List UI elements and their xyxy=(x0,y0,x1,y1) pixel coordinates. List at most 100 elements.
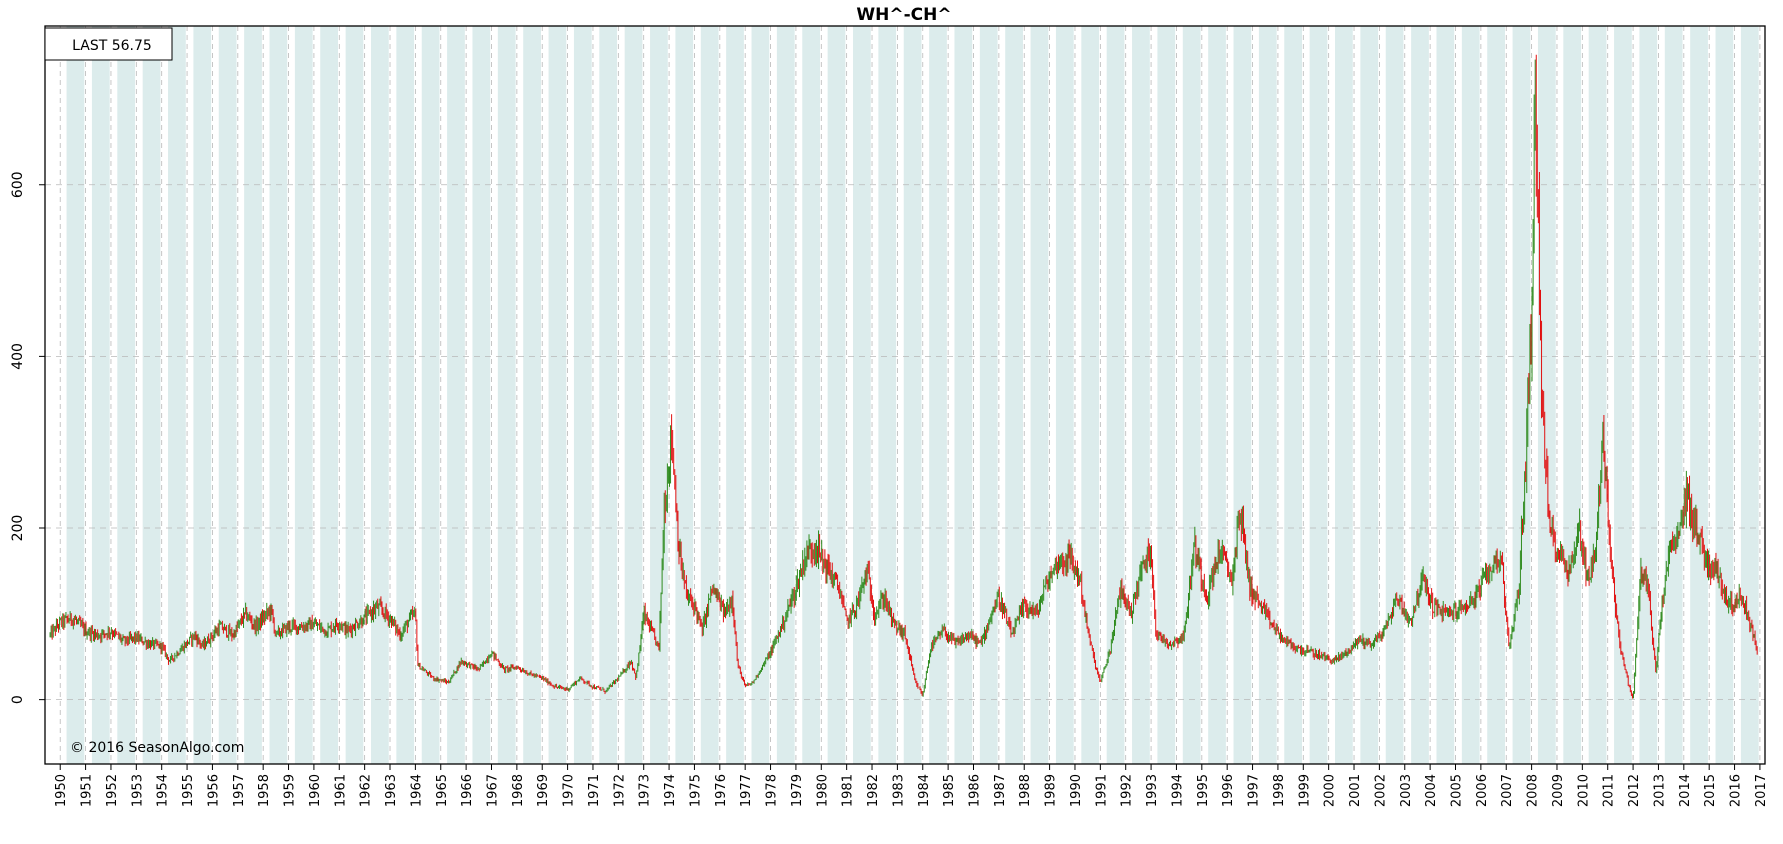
season-band xyxy=(1182,26,1201,764)
plot-frame xyxy=(44,25,1766,765)
season-band xyxy=(650,26,668,764)
x-tick-label: 1989 xyxy=(1044,774,1059,807)
x-tick-label: 1974 xyxy=(663,774,678,807)
x-tick-label: 1962 xyxy=(359,774,374,807)
season-band xyxy=(1081,26,1100,764)
season-band xyxy=(1335,26,1353,764)
price-bars xyxy=(49,54,1758,699)
x-tick-label: 1963 xyxy=(384,774,399,807)
season-band xyxy=(1005,26,1023,764)
x-tick-label: 2008 xyxy=(1526,774,1541,807)
x-tick-label: 1954 xyxy=(156,774,171,807)
season-band xyxy=(244,26,262,764)
season-band xyxy=(675,26,694,764)
season-band xyxy=(1258,26,1277,764)
season-band xyxy=(320,26,339,764)
x-tick-label: 1998 xyxy=(1272,774,1287,807)
x-tick-label: 1968 xyxy=(511,774,526,807)
season-band xyxy=(193,26,212,764)
season-band xyxy=(1487,26,1505,764)
x-tick-label: 2011 xyxy=(1602,774,1617,807)
season-band xyxy=(802,26,821,764)
x-tick-label: 1961 xyxy=(333,774,348,807)
x-tick-label: 1991 xyxy=(1094,774,1109,807)
x-tick-label: 2005 xyxy=(1450,774,1465,807)
x-tick-label: 1992 xyxy=(1120,774,1135,807)
x-tick-label: 1952 xyxy=(105,774,120,807)
x-tick-label: 1996 xyxy=(1221,774,1236,807)
season-band xyxy=(370,26,389,764)
season-band xyxy=(168,26,186,764)
copyright-text: © 2016 SeasonAlgo.com xyxy=(70,740,244,756)
x-tick-label: 1994 xyxy=(1170,774,1185,807)
season-band xyxy=(1284,26,1303,764)
x-tick-label: 2001 xyxy=(1348,774,1363,807)
y-axis: 0 200 400 600 xyxy=(10,171,45,704)
x-tick-label: 1983 xyxy=(891,774,906,807)
season-band xyxy=(345,26,364,764)
season-band xyxy=(548,26,567,764)
x-tick-label: 2012 xyxy=(1627,774,1642,807)
season-band xyxy=(929,26,947,764)
season-band xyxy=(472,26,491,764)
x-tick-label: 1993 xyxy=(1145,774,1160,807)
x-tick-label: 1978 xyxy=(765,774,780,807)
x-tick-label: 1984 xyxy=(917,774,932,807)
season-band xyxy=(954,26,973,764)
season-band xyxy=(726,26,744,764)
x-tick-label: 1975 xyxy=(688,774,703,807)
x-tick-label: 1972 xyxy=(612,774,627,807)
x-tick-label: 1980 xyxy=(815,774,830,807)
x-tick-label: 1988 xyxy=(1018,774,1033,807)
season-band xyxy=(497,26,516,764)
x-tick-label: 1987 xyxy=(993,774,1008,807)
season-band xyxy=(1385,26,1404,764)
season-band xyxy=(1208,26,1226,764)
season-band xyxy=(1157,26,1176,764)
x-tick-label: 2003 xyxy=(1399,774,1414,807)
x-tick-label: 2009 xyxy=(1551,774,1566,807)
x-tick-label: 2002 xyxy=(1373,774,1388,807)
x-tick-label: 2006 xyxy=(1475,774,1490,807)
x-tick-label: 2016 xyxy=(1729,774,1744,807)
season-band xyxy=(117,26,136,764)
season-band xyxy=(1537,26,1556,764)
season-band xyxy=(396,26,415,764)
season-band xyxy=(827,26,846,764)
seasonal-bands xyxy=(66,26,1759,764)
season-band xyxy=(269,26,288,764)
x-tick-label: 1950 xyxy=(54,774,69,807)
season-band xyxy=(573,26,592,764)
x-tick-label: 1955 xyxy=(181,774,196,807)
season-band xyxy=(700,26,719,764)
season-band xyxy=(1614,26,1632,764)
y-tick-label: 0 xyxy=(10,695,26,704)
season-band xyxy=(447,26,465,764)
x-tick-label: 2017 xyxy=(1754,774,1769,807)
season-band xyxy=(1233,26,1252,764)
y-tick-label: 600 xyxy=(10,171,26,198)
x-tick-label: 1999 xyxy=(1297,774,1312,807)
grid-lines xyxy=(45,26,1765,764)
x-tick-label: 1967 xyxy=(485,774,500,807)
x-tick-label: 1997 xyxy=(1247,774,1262,807)
chart-title: WH^-CH^ xyxy=(856,5,951,25)
y-tick-label: 400 xyxy=(10,343,26,370)
x-tick-label: 1956 xyxy=(206,774,221,807)
x-tick-label: 1976 xyxy=(714,774,729,807)
x-tick-label: 2004 xyxy=(1424,774,1439,807)
x-tick-label: 2000 xyxy=(1323,774,1338,807)
season-band xyxy=(1588,26,1607,764)
season-band xyxy=(1715,26,1734,764)
season-band xyxy=(776,26,795,764)
x-tick-label: 1959 xyxy=(283,774,298,807)
season-band xyxy=(421,26,440,764)
season-band xyxy=(1563,26,1582,764)
season-band xyxy=(66,26,85,764)
x-tick-label: 2015 xyxy=(1703,774,1718,807)
x-tick-label: 1973 xyxy=(638,774,653,807)
season-band xyxy=(1132,26,1150,764)
x-tick-label: 1970 xyxy=(562,774,577,807)
x-tick-label: 2013 xyxy=(1652,774,1667,807)
